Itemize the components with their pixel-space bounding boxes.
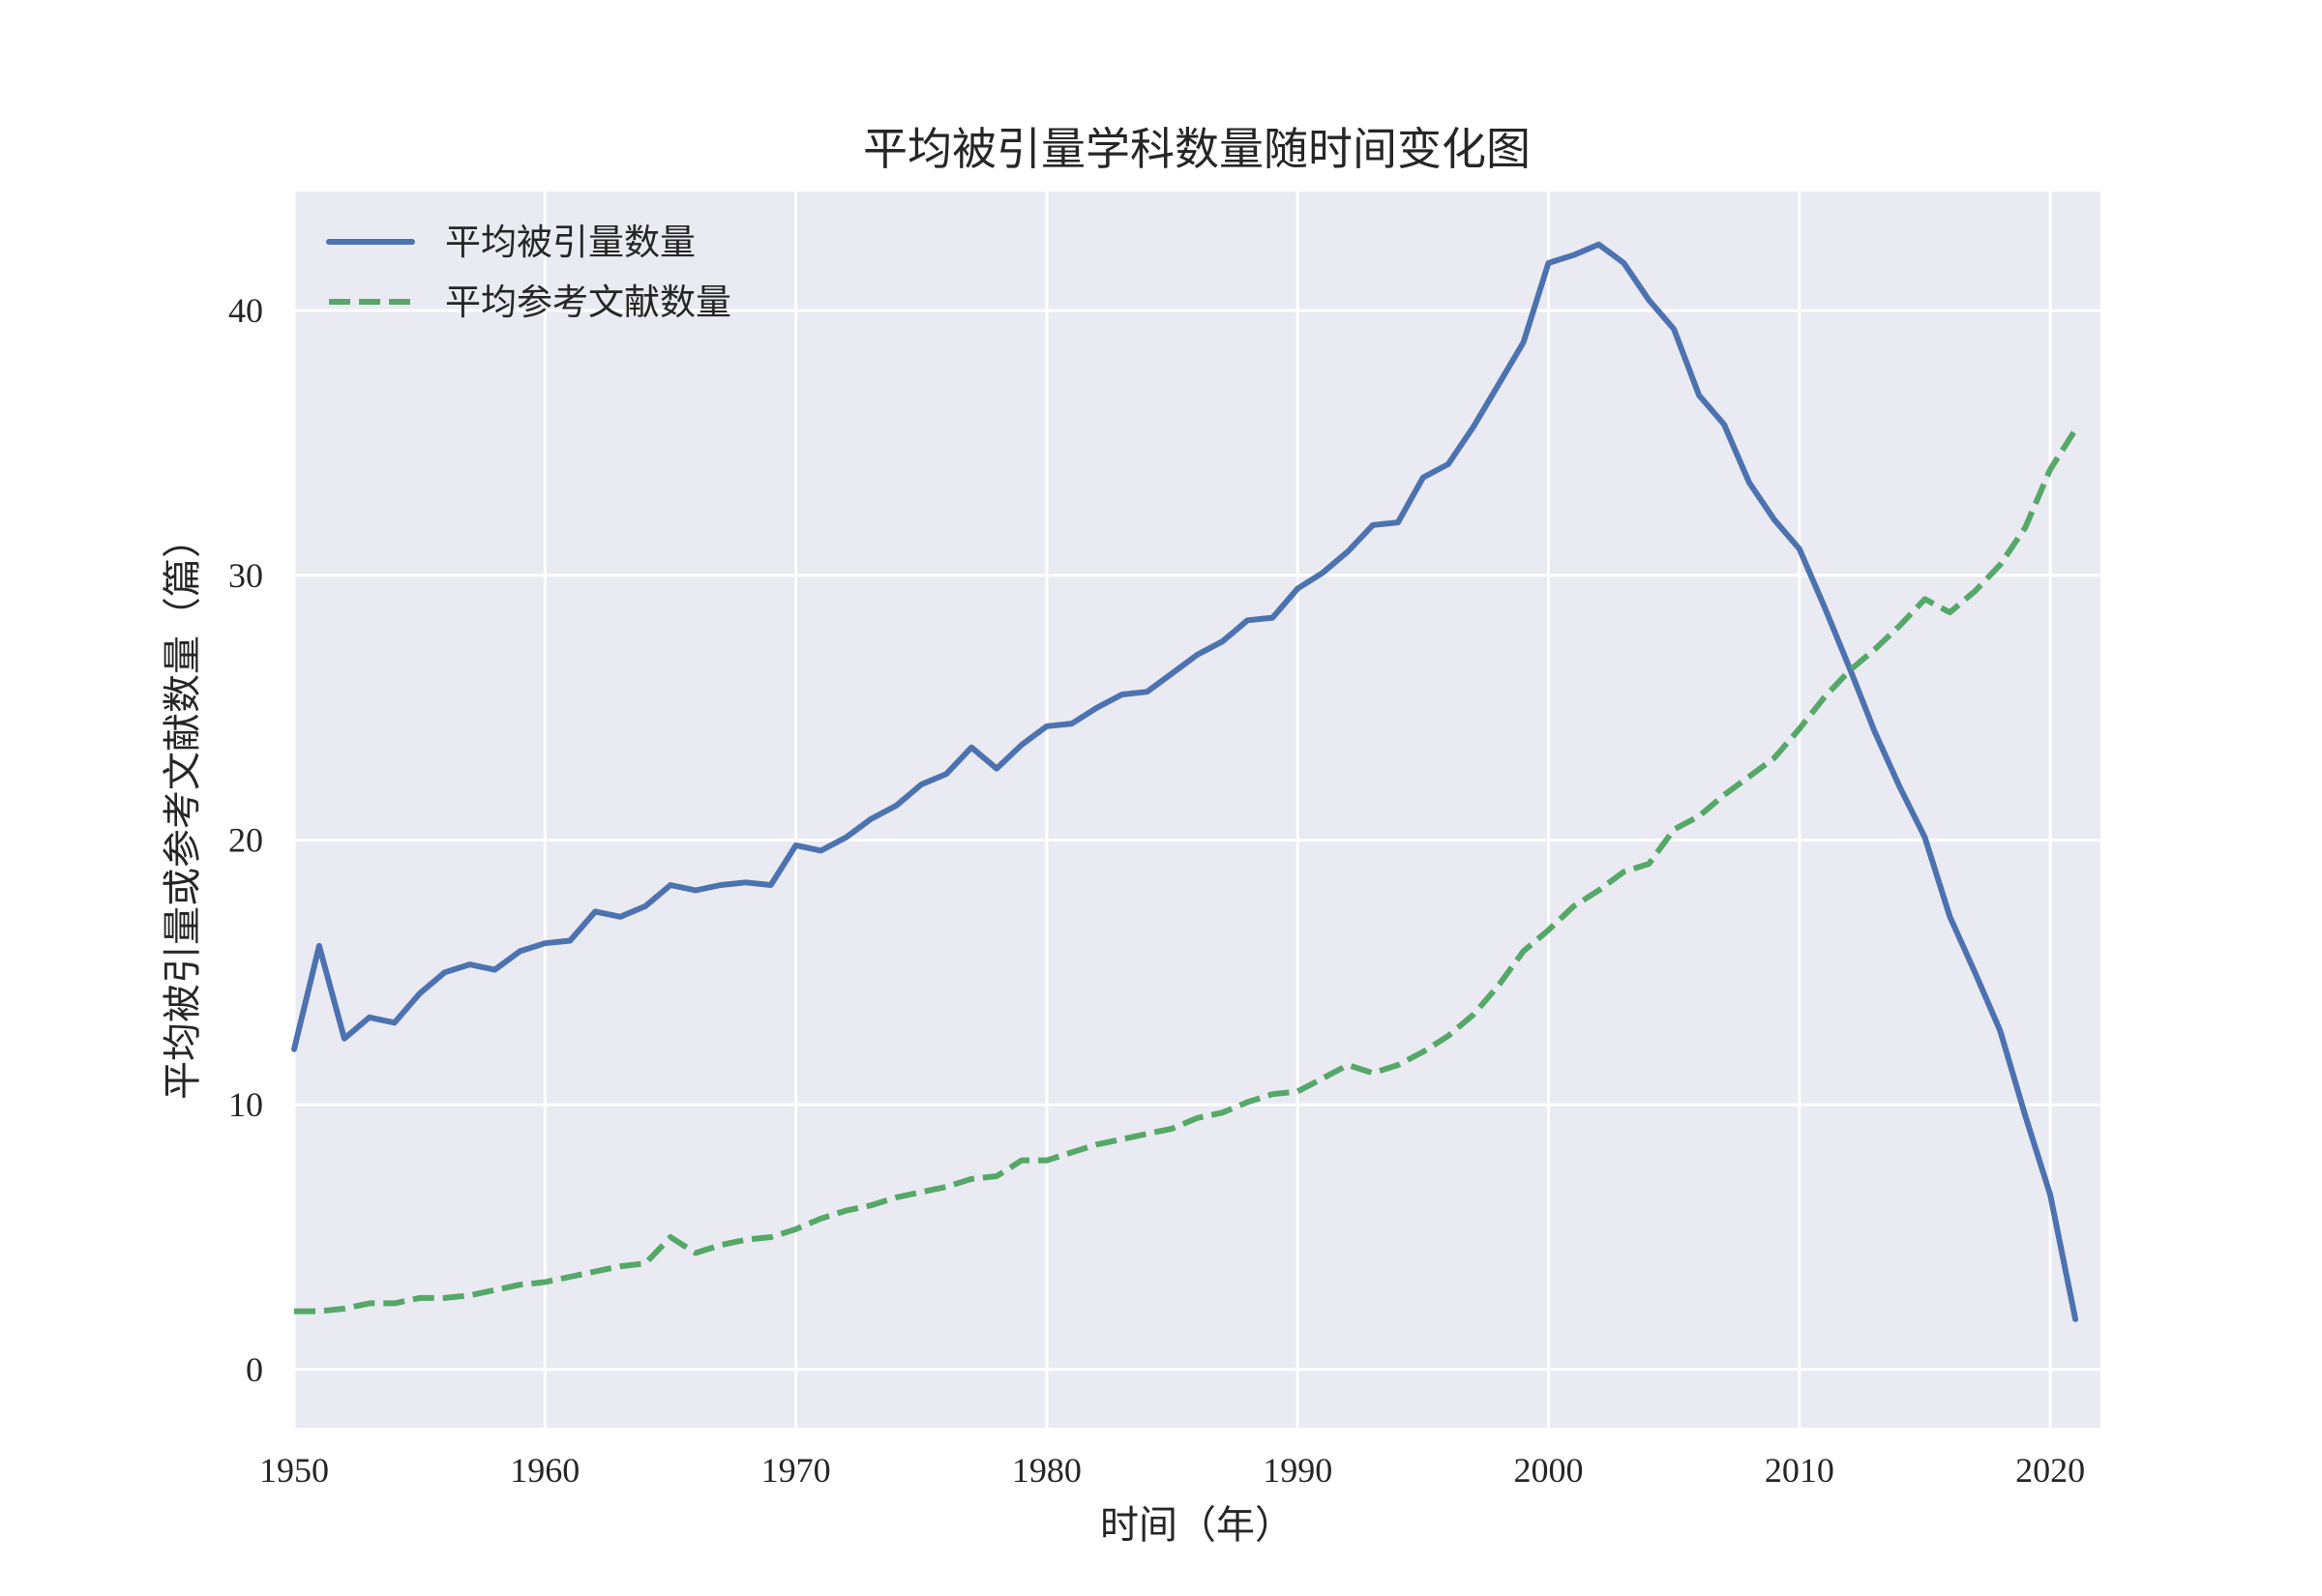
- x-tick-label: 1970: [761, 1451, 831, 1490]
- series-line-citations: [291, 241, 2079, 1322]
- series-lines: [291, 241, 2079, 1322]
- x-tick-labels: 1950 1960 1970 1980 1990 2000 2010 2020: [259, 1451, 2085, 1490]
- x-tick-label: 1990: [1263, 1451, 1332, 1490]
- y-tick-label: 10: [228, 1085, 263, 1124]
- legend-label-references: 平均参考文献数量: [445, 281, 731, 323]
- x-tick-label: 2010: [1765, 1451, 1834, 1490]
- plot-area: [294, 192, 2100, 1428]
- x-tick-label: 2020: [2015, 1451, 2085, 1490]
- y-tick-label: 20: [228, 820, 263, 859]
- legend: 平均被引量数量 平均参考文献数量: [326, 222, 731, 323]
- series-line-references: [294, 428, 2078, 1315]
- x-axis-label: 时间（年）: [1100, 1503, 1294, 1548]
- chart-title: 平均被引量学科数量随时间变化图: [863, 123, 1531, 175]
- y-tick-label: 40: [228, 291, 263, 330]
- y-tick-labels: 0 10 20 30 40: [228, 291, 263, 1389]
- x-tick-label: 1960: [510, 1451, 580, 1490]
- grid-lines: [292, 192, 2100, 1428]
- y-axis-label: 平均被引量或参考文献数量（篇）: [161, 519, 205, 1100]
- x-tick-label: 1980: [1012, 1451, 1082, 1490]
- y-tick-label: 30: [228, 556, 263, 595]
- x-tick-label: 2000: [1514, 1451, 1584, 1490]
- y-tick-label: 0: [246, 1350, 263, 1389]
- legend-label-citations: 平均被引量数量: [445, 222, 696, 263]
- x-tick-label: 1950: [259, 1451, 329, 1490]
